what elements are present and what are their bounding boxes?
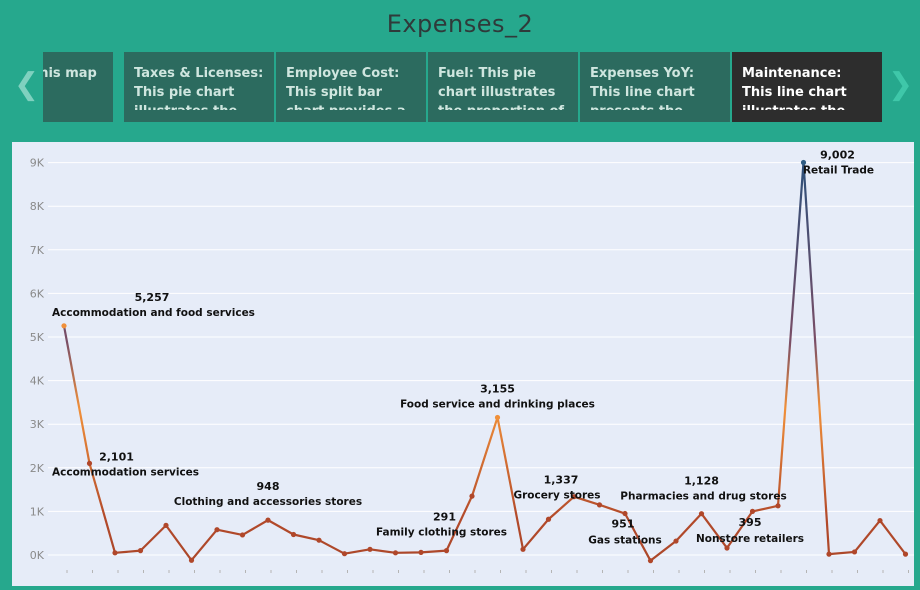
y-tick-label: 0K (30, 549, 45, 562)
data-category-label: Grocery stores (513, 490, 600, 502)
data-value-label: 948 (257, 480, 280, 493)
data-point[interactable] (418, 549, 424, 555)
data-point[interactable] (392, 550, 399, 556)
tab-maintenance[interactable]: Maintenance: This line chart illustrates… (732, 52, 882, 122)
data-point[interactable] (316, 537, 322, 543)
data-category-label: Food service and drinking places (400, 398, 595, 410)
data-category-label: Nonstore retailers (696, 533, 804, 545)
data-category-label: Clothing and accessories stores (174, 496, 362, 508)
data-point[interactable] (290, 531, 297, 538)
data-point[interactable] (239, 532, 246, 538)
data-point[interactable] (775, 503, 781, 509)
chevron-left-icon[interactable]: ❮ (14, 67, 40, 102)
data-value-label: 3,155 (480, 382, 515, 395)
data-point[interactable] (698, 511, 705, 517)
series-points (61, 159, 909, 564)
data-point[interactable] (673, 538, 679, 544)
data-point[interactable] (341, 551, 348, 557)
data-category-label: Pharmacies and drug stores (620, 491, 786, 503)
data-point[interactable] (61, 323, 67, 329)
y-tick-label: 8K (30, 200, 45, 213)
data-point[interactable] (647, 558, 654, 564)
y-axis: 0K 1K 2K 3K 4K 5K 6K 7K 8K 9K (30, 157, 45, 562)
tab-label: Taxes & Licenses: This pie chart illustr… (134, 66, 264, 110)
tab-label: Maintenance: This line chart illustrates… (742, 66, 847, 110)
y-tick-label: 9K (30, 157, 45, 170)
y-tick-label: 5K (30, 331, 45, 344)
tab-label: ation: This map the (43, 66, 97, 81)
data-value-label: 951 (612, 518, 635, 531)
data-point[interactable] (545, 516, 552, 522)
tab-label: Expenses YoY: This line chart presents t… (590, 66, 695, 110)
data-point[interactable] (724, 545, 730, 551)
data-point[interactable] (469, 493, 475, 499)
y-tick-label: 1K (30, 505, 45, 518)
x-axis-ticks (66, 570, 909, 573)
grid-layer (48, 162, 914, 556)
dashboard-title: Expenses_2 (386, 10, 534, 38)
data-labels: 5,257 Accommodation and food services 2,10… (52, 149, 874, 547)
data-point[interactable] (800, 159, 807, 166)
tab-taxes-licenses[interactable]: Taxes & Licenses: This pie chart illustr… (124, 52, 274, 122)
chevron-right-icon[interactable]: ❯ (888, 67, 914, 102)
data-point[interactable] (137, 548, 144, 554)
data-point[interactable] (214, 527, 220, 533)
data-point[interactable] (112, 550, 118, 556)
data-value-label: 1,128 (684, 475, 719, 488)
tab-fuel[interactable]: Fuel: This pie chart illustrates the pro… (428, 52, 578, 122)
tab-expenses-yoy[interactable]: Expenses YoY: This line chart presents t… (580, 52, 730, 122)
series-line-path (62, 161, 907, 562)
data-category-label: Accommodation services (52, 466, 199, 478)
data-point[interactable] (622, 510, 628, 517)
data-point[interactable] (826, 551, 832, 557)
data-point[interactable] (571, 494, 577, 500)
series-line (62, 161, 907, 562)
data-point[interactable] (367, 546, 373, 552)
y-tick-label: 3K (30, 418, 45, 431)
data-point[interactable] (163, 522, 169, 528)
data-point[interactable] (902, 551, 909, 557)
maintenance-line-chart: 0K 1K 2K 3K 4K 5K 6K 7K 8K 9K 5,257 Accommodation … (30, 149, 914, 573)
data-point[interactable] (443, 548, 450, 554)
data-point[interactable] (877, 517, 883, 524)
y-tick-label: 7K (30, 244, 45, 257)
data-value-label: 5,257 (135, 291, 170, 304)
data-value-label: 9,002 (820, 149, 855, 162)
data-category-label: Gas stations (588, 535, 662, 547)
data-point[interactable] (86, 460, 93, 466)
data-category-label: Accommodation and food services (52, 307, 255, 319)
chart-panel: 0K 1K 2K 3K 4K 5K 6K 7K 8K 9K 5,257 Accommodation … (12, 142, 914, 586)
data-point[interactable] (749, 508, 756, 514)
tab-label: Employee Cost: This split bar chart prov… (286, 66, 406, 110)
data-value-label: 395 (739, 516, 762, 529)
tab-label: Fuel: This pie chart illustrates the pro… (438, 66, 564, 110)
data-point[interactable] (520, 546, 526, 552)
story-tabs: ation: This map the Taxes & Licenses: Th… (43, 52, 883, 122)
data-value-label: 2,101 (99, 450, 134, 463)
data-category-label: Retail Trade (803, 165, 874, 177)
y-tick-label: 2K (30, 462, 45, 475)
data-category-label: Family clothing stores (376, 527, 507, 539)
tab-map[interactable]: ation: This map the (43, 52, 113, 122)
data-point[interactable] (265, 517, 271, 523)
data-point[interactable] (494, 414, 501, 421)
tab-employee-cost[interactable]: Employee Cost: This split bar chart prov… (276, 52, 426, 122)
data-point[interactable] (188, 557, 195, 563)
data-value-label: 1,337 (544, 474, 579, 487)
data-point[interactable] (851, 549, 858, 555)
data-point[interactable] (596, 502, 603, 508)
data-value-label: 291 (433, 511, 456, 524)
y-tick-label: 6K (30, 287, 45, 300)
y-tick-label: 4K (30, 375, 45, 388)
